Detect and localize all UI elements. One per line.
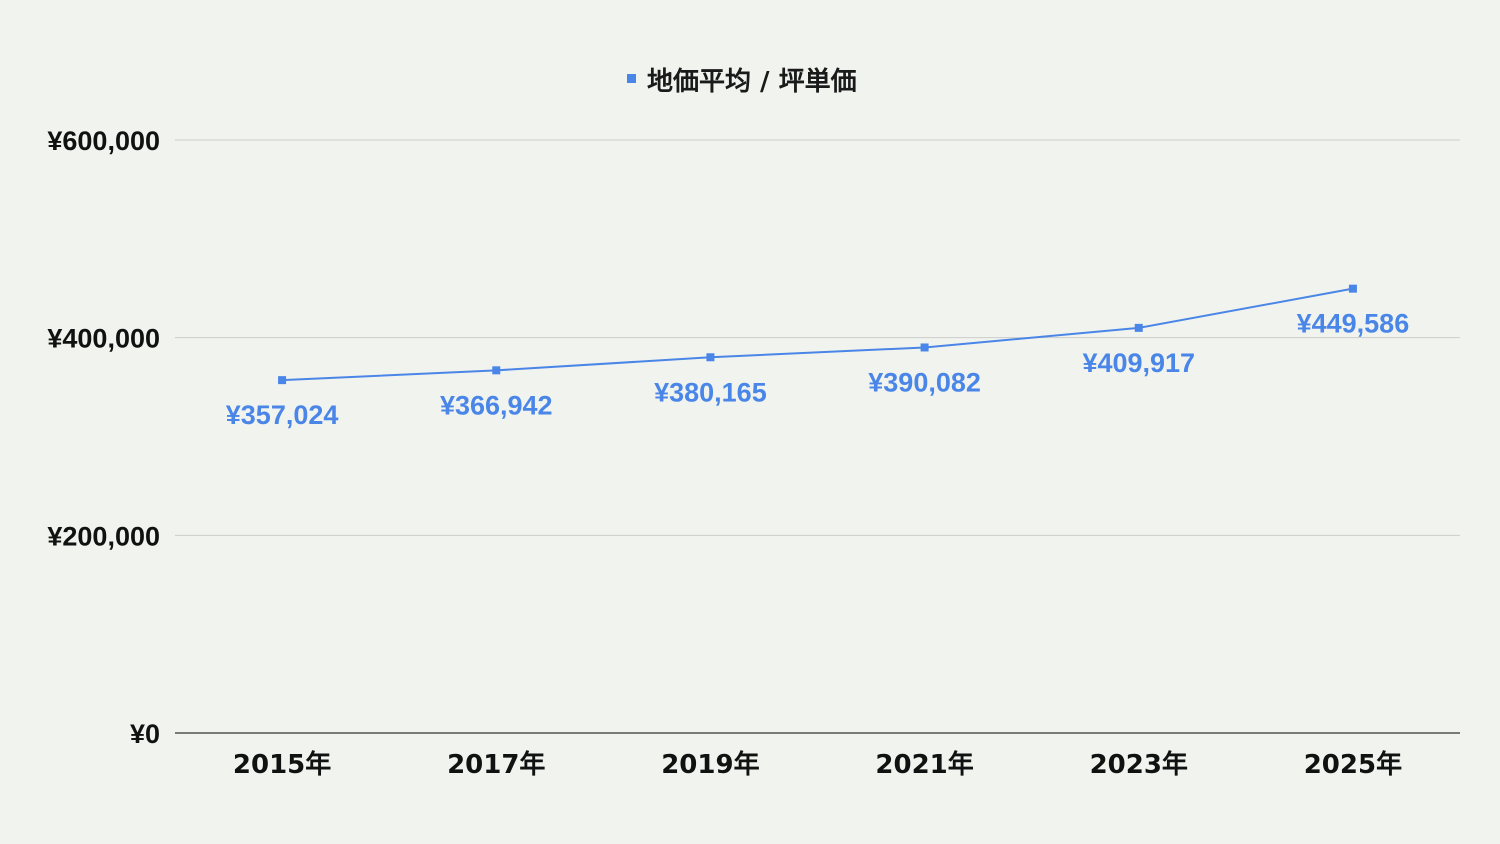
- x-axis-ticks: 2015年 2017年 2019年 2021年 2023年 2025年: [233, 749, 1402, 780]
- x-tick-label: 2015年: [233, 749, 331, 780]
- data-label: ¥390,082: [868, 367, 981, 397]
- data-label: ¥357,024: [226, 400, 339, 430]
- data-label: ¥380,165: [654, 377, 767, 407]
- series-line: [282, 287, 1354, 382]
- data-point-marker: [706, 353, 715, 362]
- y-tick-label: ¥0: [130, 719, 160, 749]
- data-point-marker: [1134, 323, 1143, 332]
- data-label: ¥409,917: [1082, 348, 1195, 378]
- data-point-marker: [278, 376, 287, 385]
- y-tick-label: ¥400,000: [47, 324, 160, 354]
- data-labels: ¥357,024 ¥366,942 ¥380,165 ¥390,082 ¥409,917…: [226, 309, 1409, 430]
- legend-label: 地価平均 / 坪単価: [647, 67, 857, 97]
- x-tick-label: 2021年: [875, 749, 973, 780]
- gridlines: [175, 139, 1460, 734]
- x-tick-label: 2017年: [447, 749, 545, 780]
- x-tick-label: 2023年: [1090, 749, 1188, 780]
- data-point-marker: [492, 366, 501, 375]
- x-tick-label: 2025年: [1304, 749, 1402, 780]
- data-label: ¥366,942: [440, 390, 553, 420]
- data-label: ¥449,586: [1297, 309, 1410, 339]
- y-axis-ticks: ¥0 ¥200,000 ¥400,000 ¥600,000: [47, 126, 160, 749]
- y-tick-label: ¥600,000: [47, 126, 160, 156]
- series-line-group: [278, 284, 1357, 385]
- y-tick-label: ¥200,000: [47, 521, 160, 551]
- legend-marker: [627, 74, 636, 83]
- data-point-marker: [1348, 284, 1357, 293]
- legend: 地価平均 / 坪単価: [627, 67, 857, 97]
- data-point-marker: [920, 343, 929, 352]
- x-tick-label: 2019年: [661, 749, 759, 780]
